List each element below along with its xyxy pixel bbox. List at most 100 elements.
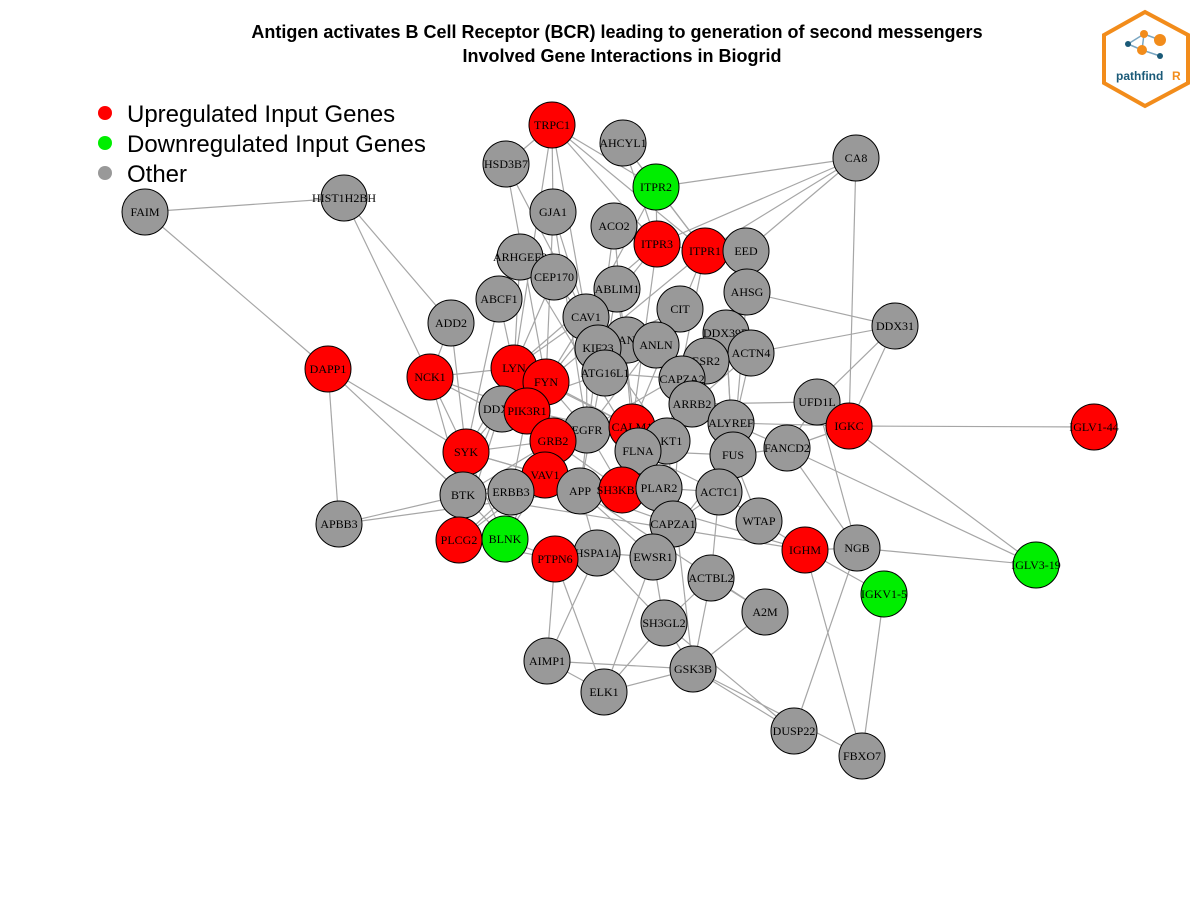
node-label-flna: FLNA — [622, 444, 654, 458]
node-label-sh3kbp1: SH3KBP1 — [597, 483, 648, 497]
node-nck1: NCK1 — [406, 353, 454, 401]
node-fancd2: FANCD2 — [763, 424, 811, 472]
legend-label-other: Other — [127, 161, 187, 188]
node-label-cit: CIT — [670, 302, 690, 316]
node-label-cep170: CEP170 — [534, 270, 574, 284]
node-label-arrb2: ARRB2 — [673, 397, 712, 411]
node-sh3gl2: SH3GL2 — [640, 599, 688, 647]
node-iglv3-19: IGLV3-19 — [1011, 541, 1061, 589]
node-label-wtap: WTAP — [742, 514, 775, 528]
edge-trpc1-itpr1 — [551, 124, 706, 252]
node-aco2: ACO2 — [590, 202, 638, 250]
node-ca8: CA8 — [832, 134, 880, 182]
node-fbxo7: FBXO7 — [838, 732, 886, 780]
node-circle-cep170 — [530, 253, 578, 301]
node-label-grb2: GRB2 — [538, 434, 569, 448]
node-faim: FAIM — [121, 188, 169, 236]
node-circle-iglv3-19 — [1012, 541, 1060, 589]
node-pik3r1: PIK3R1 — [503, 387, 551, 435]
legend-label-up: Upregulated Input Genes — [127, 101, 395, 128]
edge-faim-hist1h2bh — [144, 197, 345, 213]
node-circle-cit — [656, 285, 704, 333]
node-label-hist1h2bh: HIST1H2BH — [312, 191, 376, 205]
node-egfr: EGFR — [563, 406, 611, 454]
node-circle-igkc — [825, 402, 873, 450]
node-wtap: WTAP — [735, 497, 783, 545]
node-layer: TRPC1 AHCYL1 HSD3B7 ITPR2 CA8 FAIM HIST1H2BH GJ… — [121, 101, 1119, 780]
node-label-actn4: ACTN4 — [732, 346, 771, 360]
node-label-fancd2: FANCD2 — [764, 441, 810, 455]
node-eed: EED — [722, 227, 770, 275]
node-label-apbb3: APBB3 — [320, 517, 357, 531]
node-label-gja1: GJA1 — [539, 205, 567, 219]
edge-iglv3-19-ngb — [856, 547, 1037, 566]
node-label-pik3r1: PIK3R1 — [507, 404, 546, 418]
node-label-plcg2: PLCG2 — [441, 533, 478, 547]
node-circle-gja1 — [529, 188, 577, 236]
node-circle-iglv1-44 — [1070, 403, 1118, 451]
node-label-ighm: IGHM — [789, 543, 821, 557]
edge-ca8-itpr2 — [655, 157, 857, 188]
node-label-aco2: ACO2 — [598, 219, 629, 233]
node-circle-blnk — [481, 515, 529, 563]
node-label-igkc: IGKC — [834, 419, 863, 433]
node-label-atg16l1: ATG16L1 — [581, 366, 630, 380]
node-gja1: GJA1 — [529, 188, 577, 236]
edge-fbxo7-ighm — [804, 549, 863, 757]
node-circle-anln — [632, 321, 680, 369]
pathfindr-logo: pathfind R — [1102, 9, 1190, 109]
node-label-eed: EED — [734, 244, 758, 258]
node-circle-faim — [121, 188, 169, 236]
node-label-itpr1: ITPR1 — [689, 244, 721, 258]
edge-igkv1-5-fbxo7 — [861, 593, 885, 757]
node-circle-dusp22 — [770, 707, 818, 755]
node-circle-aimp1 — [523, 637, 571, 685]
node-circle-actc1 — [695, 468, 743, 516]
node-ptpn6: PTPN6 — [531, 535, 579, 583]
node-cep170: CEP170 — [530, 253, 578, 301]
node-label-ddx31: DDX31 — [876, 319, 914, 333]
node-label-hspa1a: HSPA1A — [575, 546, 620, 560]
node-label-abcf1: ABCF1 — [480, 292, 517, 306]
edge-dusp22-ngb — [793, 547, 858, 732]
node-label-igkv1-5: IGKV1-5 — [861, 587, 907, 601]
node-dapp1: DAPP1 — [304, 345, 352, 393]
node-erbb3: ERBB3 — [487, 468, 535, 516]
edge-itpr1-fyn — [545, 250, 706, 383]
node-aimp1: AIMP1 — [523, 637, 571, 685]
node-label-vav1: VAV1 — [531, 468, 560, 482]
node-label-btk: BTK — [451, 488, 475, 502]
node-label-ahsg: AHSG — [731, 285, 764, 299]
node-circle-ptpn6 — [531, 535, 579, 583]
edge-fbxo7-gsk3b — [692, 668, 863, 757]
node-ddx31: DDX31 — [871, 302, 919, 350]
node-label-iglv3-19: IGLV3-19 — [1011, 558, 1061, 572]
node-label-ahcyl1: AHCYL1 — [599, 136, 646, 150]
node-circle-add2 — [427, 299, 475, 347]
edge-iglv3-19-fancd2 — [786, 447, 1037, 566]
node-label-plar2: PLAR2 — [641, 481, 678, 495]
node-label-ptpn6: PTPN6 — [537, 552, 572, 566]
edge-ewsr1-elk1 — [603, 556, 654, 693]
node-actbl2: ACTBL2 — [687, 554, 735, 602]
node-syk: SYK — [442, 428, 490, 476]
node-label-blnk: BLNK — [489, 532, 522, 546]
node-label-sh3gl2: SH3GL2 — [642, 616, 685, 630]
node-arrb2: ARRB2 — [668, 380, 716, 428]
node-circle-aco2 — [590, 202, 638, 250]
node-circle-fbxo7 — [838, 732, 886, 780]
node-label-ngb: NGB — [844, 541, 869, 555]
node-igkv1-5: IGKV1-5 — [860, 570, 908, 618]
node-circle-erbb3 — [487, 468, 535, 516]
node-ahsg: AHSG — [723, 268, 771, 316]
node-plar2: PLAR2 — [635, 464, 683, 512]
edge-dusp22-sh3gl2 — [663, 622, 795, 732]
node-gsk3b: GSK3B — [669, 645, 717, 693]
edge-ptpn6-elk1 — [554, 558, 605, 693]
node-label-ewsr1: EWSR1 — [633, 550, 672, 564]
node-circle-ewsr1 — [629, 533, 677, 581]
node-label-fus: FUS — [722, 448, 744, 462]
node-fus: FUS — [709, 431, 757, 479]
node-label-egfr: EGFR — [572, 423, 603, 437]
